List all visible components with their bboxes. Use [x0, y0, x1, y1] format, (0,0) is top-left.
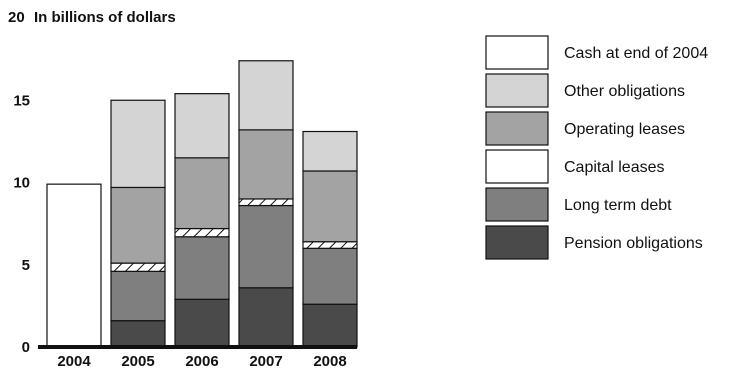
x-tick-label: 2007: [249, 353, 282, 369]
y-axis-ticks: 0 5 10 15 20: [8, 9, 30, 356]
bar-segment: [110, 99, 166, 189]
legend: Cash at end of 2004 Other obligations Oper…: [485, 35, 708, 260]
bar-segment: [238, 198, 294, 207]
bar-segment: [238, 60, 294, 131]
legend-label: Pension obligations: [564, 235, 703, 252]
x-tick-label: 2005: [121, 353, 154, 369]
bar-segment: [110, 262, 166, 272]
bar-segment: [110, 320, 166, 348]
bar-segment: [302, 303, 358, 348]
legend-swatch: [485, 35, 549, 70]
x-tick-label: 2004: [57, 353, 91, 369]
bar-segment: [174, 236, 230, 300]
bar-segment: [174, 157, 230, 230]
bar-segment: [302, 130, 358, 172]
bar-segment: [110, 186, 166, 264]
legend-swatch: [485, 149, 549, 184]
y-tick-label: 15: [13, 92, 30, 109]
bar-segment: [174, 227, 230, 238]
bar-segment: [174, 93, 230, 159]
legend-swatch: [485, 73, 549, 108]
y-tick-label: 0: [22, 339, 30, 356]
y-tick-label: 20: [8, 9, 25, 26]
y-axis-unit-label: In billions of dollars: [34, 9, 176, 26]
bar-segment: [302, 170, 358, 243]
x-tick-label: 2006: [185, 353, 218, 369]
bar-segment: [46, 183, 102, 348]
y-tick-label: 10: [13, 175, 30, 192]
bar-segment: [238, 204, 294, 289]
legend-label: Other obligations: [564, 83, 685, 100]
x-axis-categories: 2004 2005 2006 2007 2008: [57, 353, 346, 369]
legend-swatch: [485, 111, 549, 146]
legend-label: Capital leases: [564, 159, 665, 176]
legend-label: Cash at end of 2004: [564, 45, 708, 62]
legend-swatch: [485, 187, 549, 222]
bars: [46, 60, 358, 348]
bar-segment: [174, 298, 230, 348]
bar-segment: [110, 270, 166, 322]
bar-segment: [238, 287, 294, 348]
bar-segment: [302, 241, 358, 249]
legend-label: Operating leases: [564, 121, 685, 138]
bar-segment: [238, 129, 294, 200]
y-tick-label: 5: [22, 257, 30, 274]
legend-label: Long term debt: [564, 197, 672, 214]
bar-segment: [302, 247, 358, 305]
x-tick-label: 2008: [313, 353, 346, 369]
legend-swatch: [485, 225, 549, 260]
